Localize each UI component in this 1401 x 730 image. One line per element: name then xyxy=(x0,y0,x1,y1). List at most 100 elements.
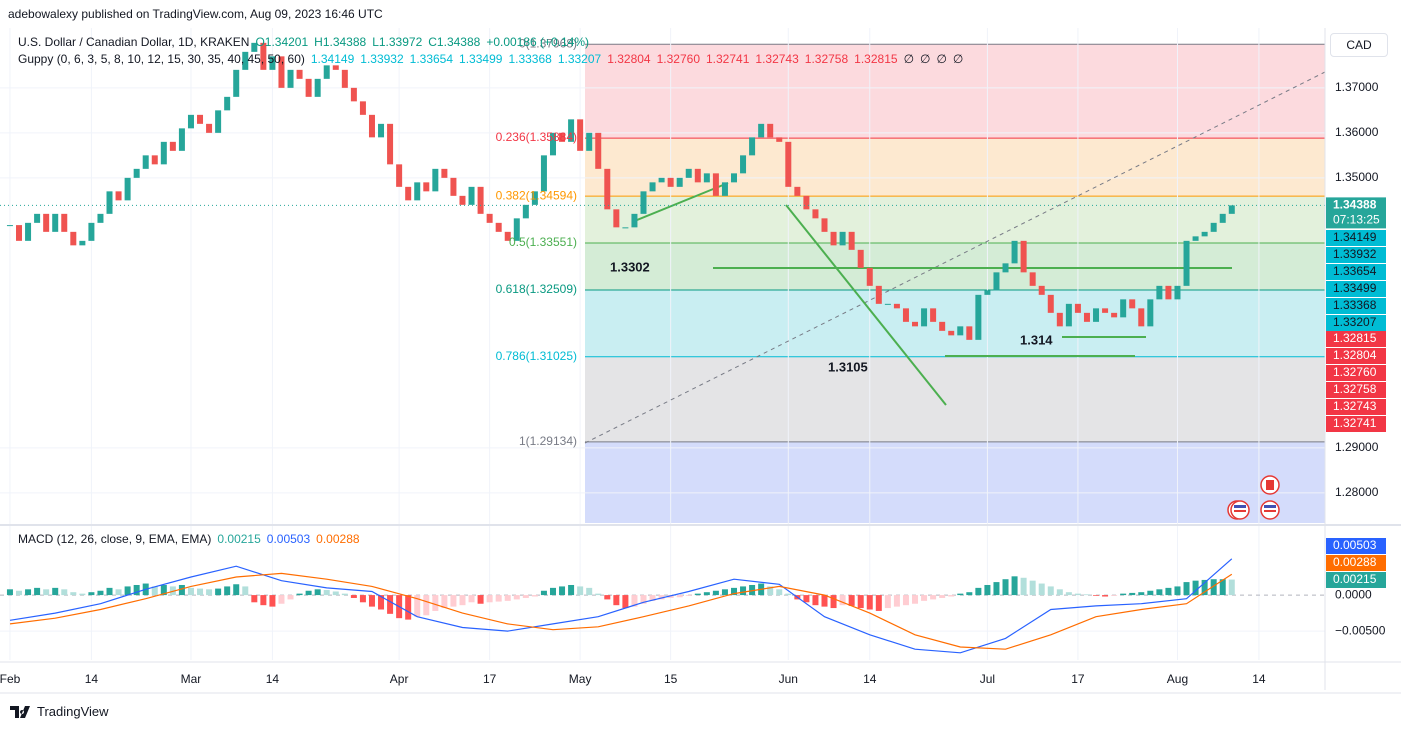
y-tick-label: 1.35000 xyxy=(1335,170,1379,184)
macd-histogram-bar xyxy=(1074,593,1081,596)
macd-histogram-bar xyxy=(631,595,638,607)
x-tick-label: Aug xyxy=(1167,672,1188,686)
candle-body xyxy=(758,123,765,138)
macd-histogram-bar xyxy=(586,587,593,596)
guppy-slow-label: 1.32815 xyxy=(1333,331,1377,345)
y-tick-label: 1.36000 xyxy=(1335,125,1379,139)
macd-y-tick-label: −0.00500 xyxy=(1335,623,1386,637)
macd-histogram-bar xyxy=(278,595,285,604)
candle-body xyxy=(721,182,728,196)
candle-body xyxy=(966,326,973,340)
macd-histogram-bar xyxy=(459,595,466,606)
fib-zone xyxy=(585,441,1325,523)
macd-histogram-bar xyxy=(1002,579,1009,596)
guppy-fast-label: 1.34149 xyxy=(1333,230,1377,244)
fib-zone xyxy=(585,138,1325,197)
candle-body xyxy=(939,321,946,331)
macd-histogram-bar xyxy=(948,595,955,597)
guppy-slow-box xyxy=(1326,416,1386,432)
macd-histogram-bar xyxy=(251,595,258,603)
candle-body xyxy=(984,290,991,295)
macd-histogram-bar xyxy=(785,593,792,596)
candle-body xyxy=(468,186,475,205)
guppy-na: ∅ xyxy=(920,52,931,66)
labels-layer: 0(1.37968) 0.236(1.35884) 0.382(1.34594) 0.… xyxy=(0,36,1386,686)
macd-histogram-bar xyxy=(423,595,430,616)
macd-histogram-bar xyxy=(1156,589,1163,596)
candle-body xyxy=(559,132,566,142)
candle-body xyxy=(88,222,95,241)
trend-line xyxy=(631,182,729,223)
candle-body xyxy=(1047,294,1054,313)
flag-icon-fill xyxy=(1234,510,1246,512)
macd-histogram-bar xyxy=(966,592,973,596)
candle-body xyxy=(549,132,556,156)
ohlc-open: O1.34201 xyxy=(255,35,309,49)
guppy-slow-label: 1.32741 xyxy=(1333,416,1377,430)
macd-histogram-bar xyxy=(378,595,385,610)
candle-body xyxy=(97,213,104,223)
candle-body xyxy=(1120,299,1127,318)
candle-body xyxy=(957,326,964,336)
candle-body xyxy=(1093,308,1100,322)
guppy-na: ∅ xyxy=(936,52,947,66)
macd-histogram-bar xyxy=(332,591,339,596)
x-tick-label: Feb xyxy=(0,672,21,686)
macd-histogram-bar xyxy=(595,593,602,596)
macd-histogram-bar xyxy=(206,589,213,596)
candle-body xyxy=(1165,285,1172,300)
candle-body xyxy=(350,87,357,102)
candle-body xyxy=(305,78,312,97)
candle-body xyxy=(821,218,828,232)
candle-body xyxy=(1020,240,1027,273)
macd-histogram-bar xyxy=(875,595,882,611)
candle-body xyxy=(16,225,23,241)
guppy-fast-box xyxy=(1326,281,1386,297)
macd-histogram-bar xyxy=(504,595,511,601)
macd-histogram-bar xyxy=(1093,595,1100,596)
guppy-fast-label: 1.33499 xyxy=(1333,281,1377,295)
annotation: 1.3302 xyxy=(610,259,650,274)
guppy-fast-box xyxy=(1326,264,1386,280)
candle-body xyxy=(658,177,665,183)
candle-body xyxy=(830,231,837,246)
macd-histogram-bar xyxy=(160,584,167,596)
last-price-box xyxy=(1326,197,1386,229)
candle-body xyxy=(1147,299,1154,327)
flag-icon-fill xyxy=(1264,510,1276,512)
macd-histogram-bar xyxy=(812,595,819,606)
candle-body xyxy=(414,182,421,201)
currency-button[interactable]: CAD xyxy=(1330,33,1388,57)
macd-histogram-bar xyxy=(477,595,484,604)
macd-legend-value: 0.00503 xyxy=(266,532,311,546)
candle-body xyxy=(368,114,375,138)
fib-label: 0.236(1.35884) xyxy=(496,130,577,144)
candle-body xyxy=(586,132,593,151)
candle-body xyxy=(242,51,249,70)
drawings xyxy=(584,71,1326,444)
macd-histogram-bar xyxy=(350,595,357,598)
guppy-slow-value: 1.32804 xyxy=(607,52,651,66)
candle-body xyxy=(52,213,59,232)
candle-body xyxy=(930,308,937,322)
macd-histogram-bar xyxy=(1065,592,1072,596)
macd-histogram-bar xyxy=(468,595,475,603)
macd-histogram-bar xyxy=(1165,587,1172,596)
candle-body xyxy=(875,285,882,304)
ohlc-high: H1.34388 xyxy=(314,35,367,49)
macd-histogram-bar xyxy=(1129,592,1136,596)
x-tick-label: 14 xyxy=(85,672,99,686)
brand: TradingView xyxy=(10,704,109,719)
macd-value-box xyxy=(1326,555,1386,571)
macd-value-label: 0.00215 xyxy=(1333,572,1377,586)
guppy-fast-label: 1.33368 xyxy=(1333,298,1377,312)
guppy-legend: Guppy (0, 6, 3, 5, 8, 10, 12, 15, 30, 35… xyxy=(18,51,963,67)
macd-histogram-bar xyxy=(649,595,656,601)
guppy-fast-label: 1.33932 xyxy=(1333,247,1377,261)
guppy-slow-value: 1.32743 xyxy=(755,52,799,66)
macd-histogram-bar xyxy=(314,589,321,596)
fib-label: 1(1.29134) xyxy=(519,434,577,448)
candle-body xyxy=(540,155,547,192)
macd-histogram-bar xyxy=(260,595,267,606)
candle-body xyxy=(848,231,855,250)
